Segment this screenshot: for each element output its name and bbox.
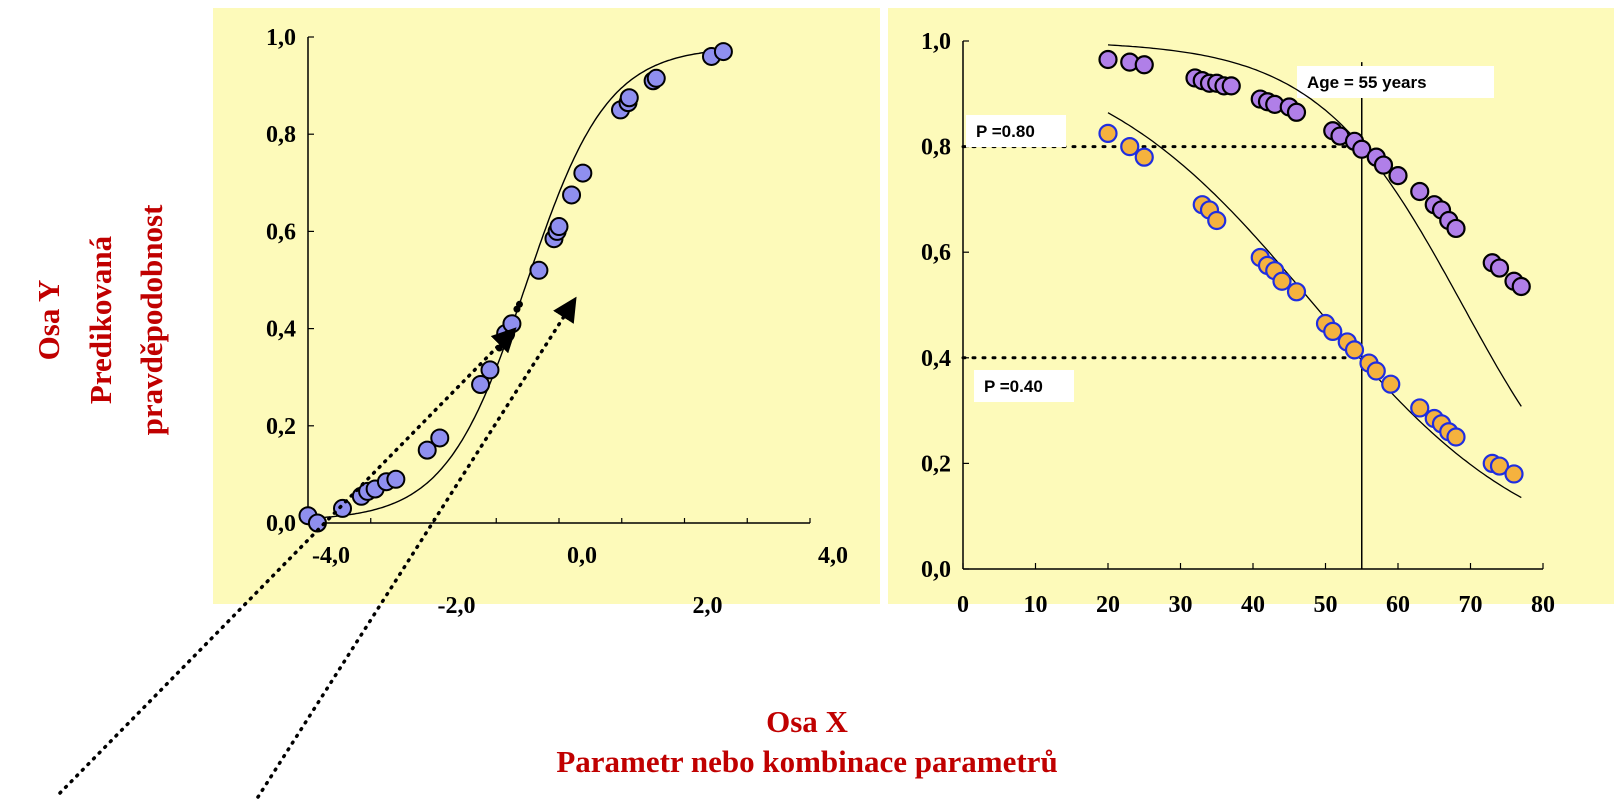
- left-y-tick-label: 0,0: [266, 511, 296, 537]
- left-x-tick-label: -2,0: [438, 593, 476, 619]
- purple-data-point: [1446, 218, 1466, 239]
- orange-data-point: [1381, 374, 1401, 394]
- age-label-box: [1297, 66, 1494, 98]
- left-chart-panel: [213, 8, 880, 604]
- left-x-tick-label: 4,0: [818, 543, 848, 569]
- age-label: Age = 55 years: [1307, 73, 1427, 92]
- orange-data-point: [1323, 321, 1343, 341]
- purple-data-point: [1373, 155, 1394, 175]
- right-chart-panel: [888, 8, 1614, 604]
- purple-data-point: [1489, 258, 1510, 278]
- p-high-label-box: [966, 115, 1066, 147]
- left-data-point: [562, 185, 582, 205]
- right-x-tick-label: 10: [1024, 592, 1048, 618]
- right-y-tick-label: 0,0: [921, 557, 951, 583]
- right-x-tick-label: 40: [1241, 592, 1265, 618]
- right-y-tick-label: 0,8: [921, 135, 951, 161]
- left-data-point: [386, 469, 406, 489]
- left-y-tick-label: 0,2: [266, 414, 296, 440]
- left-data-point: [430, 428, 450, 448]
- left-data-point: [713, 42, 733, 62]
- orange-data-point: [1446, 427, 1466, 447]
- left-data-point: [471, 374, 491, 394]
- left-x-tick-label: -4,0: [312, 543, 350, 569]
- x-axis-title-line2: Parametr nebo kombinace parametrů: [556, 744, 1058, 779]
- orange-data-point: [1410, 398, 1430, 418]
- left-data-point: [480, 360, 500, 380]
- orange-data-point: [1504, 464, 1524, 484]
- right-y-tick-label: 1,0: [921, 29, 951, 55]
- left-data-point: [646, 68, 666, 88]
- left-y-tick-label: 0,4: [266, 317, 296, 343]
- dotted-arrow-2: [256, 296, 577, 799]
- orange-data-point: [1272, 271, 1292, 291]
- purple-data-point: [1352, 139, 1372, 159]
- left-data-point: [417, 440, 437, 460]
- purple-data-point: [1134, 55, 1154, 75]
- left-y-tick-label: 0,8: [266, 122, 296, 148]
- purple-data-point: [1286, 102, 1307, 122]
- y-axis-title-line: Osa Y: [31, 280, 66, 361]
- dotted-arrow-1: [58, 327, 517, 795]
- y-axis-title: Osa Y Predikovaná pravděpodobnost: [31, 204, 169, 436]
- right-y-tick-label: 0,4: [921, 346, 951, 372]
- right-x-tick-label: 80: [1531, 592, 1555, 618]
- p-low-label-box: [974, 370, 1074, 402]
- right-y-tick-label: 0,2: [921, 451, 951, 477]
- left-x-tick-label: 2,0: [693, 593, 723, 619]
- p-low-label: P =0.40: [984, 377, 1043, 396]
- x-axis-title-line1: Osa X: [766, 704, 848, 739]
- right-x-tick-label: 50: [1314, 592, 1338, 618]
- right-y-tick-label: 0,6: [921, 240, 951, 266]
- orange-data-point: [1098, 123, 1118, 143]
- orange-data-point: [1134, 147, 1154, 167]
- right-x-tick-label: 20: [1096, 592, 1120, 618]
- y-axis-title-line: Predikovaná: [83, 235, 118, 404]
- p-high-label: P =0.80: [976, 122, 1035, 141]
- purple-fitted-curve: [1107, 44, 1522, 407]
- purple-data-point: [1410, 181, 1430, 202]
- orange-data-point: [1489, 456, 1510, 476]
- right-x-tick-label: 0: [957, 592, 969, 618]
- orange-fitted-curve: [1107, 112, 1522, 499]
- left-curve-marker: [515, 300, 523, 308]
- left-data-point: [529, 260, 549, 280]
- left-curve-marker: [504, 329, 512, 337]
- left-x-tick-label: 0,0: [567, 543, 597, 569]
- left-fitted-curve: [311, 50, 720, 519]
- right-x-tick-label: 30: [1169, 592, 1193, 618]
- left-data-point: [549, 217, 569, 237]
- orange-data-point: [1286, 282, 1307, 302]
- purple-data-point: [1511, 276, 1531, 297]
- purple-data-point: [1098, 49, 1118, 70]
- left-data-point: [619, 88, 639, 108]
- orange-data-point: [1207, 210, 1227, 231]
- orange-data-point: [1344, 340, 1365, 360]
- left-data-point: [333, 498, 353, 518]
- y-axis-title-line: pravděpodobnost: [134, 204, 169, 436]
- purple-data-point: [1221, 76, 1241, 96]
- left-y-tick-label: 1,0: [266, 25, 296, 51]
- left-data-point: [502, 314, 522, 334]
- left-data-point: [573, 163, 593, 183]
- right-x-tick-label: 60: [1386, 592, 1410, 618]
- purple-data-point: [1388, 166, 1408, 186]
- left-y-tick-label: 0,6: [266, 219, 296, 245]
- orange-data-point: [1120, 137, 1140, 157]
- orange-data-point: [1366, 361, 1386, 381]
- right-x-tick-label: 70: [1459, 592, 1483, 618]
